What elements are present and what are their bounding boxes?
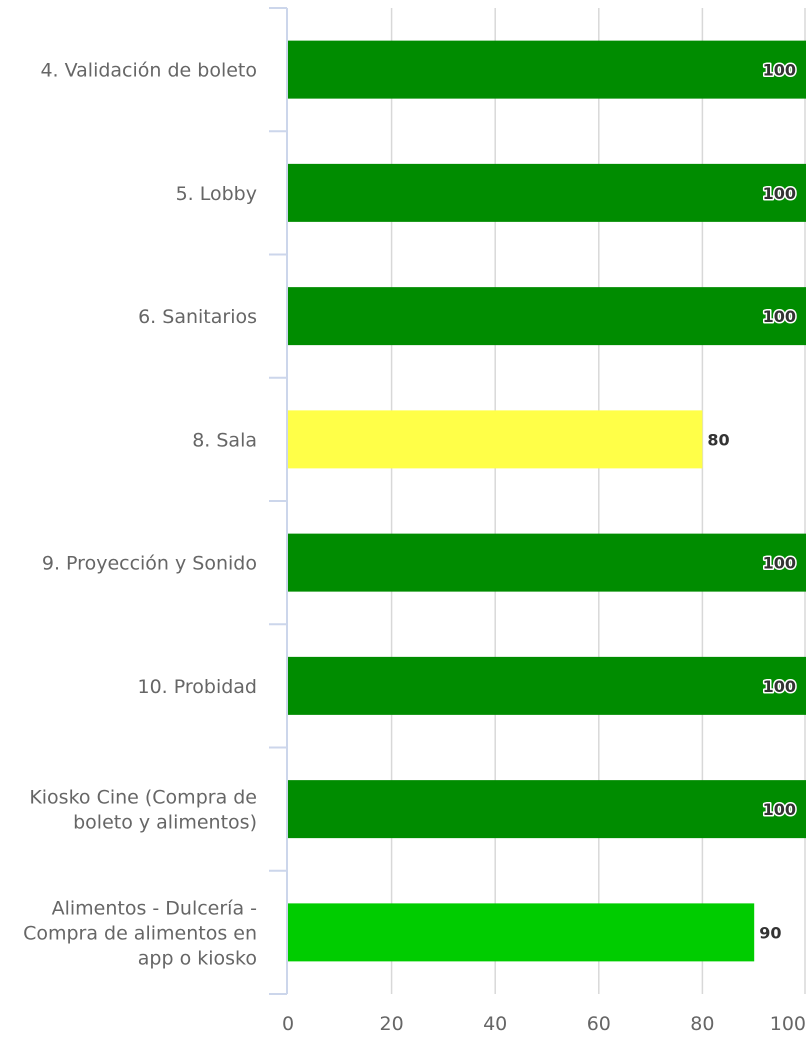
bar bbox=[288, 40, 806, 99]
data-labels: 100 100 100 80 100 100 100 90 bbox=[706, 59, 798, 944]
category-labels: 4. Validación de boleto 5. Lobby 6. Sanita… bbox=[23, 60, 257, 970]
category-label: 8. Sala bbox=[192, 429, 257, 451]
bar bbox=[288, 287, 806, 346]
bar bbox=[288, 533, 806, 592]
data-label: 100 bbox=[763, 307, 796, 326]
data-label: 100 bbox=[763, 61, 796, 80]
bar bbox=[288, 656, 806, 715]
category-label: 10. Probidad bbox=[137, 676, 257, 698]
x-tick-label: 80 bbox=[690, 1013, 714, 1035]
x-tick-label: 20 bbox=[380, 1013, 404, 1035]
data-label: 100 bbox=[763, 677, 796, 696]
category-label: 6. Sanitarios bbox=[138, 306, 257, 328]
category-label: Alimentos - Dulcería -Compra de alimento… bbox=[23, 897, 257, 969]
data-label: 100 bbox=[763, 800, 796, 819]
category-label: 9. Proyección y Sonido bbox=[42, 553, 257, 575]
bars bbox=[288, 40, 806, 962]
x-tick-label: 40 bbox=[483, 1013, 507, 1035]
category-label: 4. Validación de boleto bbox=[40, 60, 257, 82]
grid-lines bbox=[390, 8, 806, 994]
category-label: Kiosko Cine (Compra de boleto y alimentos… bbox=[29, 787, 257, 834]
bar bbox=[288, 163, 806, 222]
data-label: 100 bbox=[763, 554, 796, 573]
bar bbox=[288, 903, 755, 962]
x-tick-label: 60 bbox=[587, 1013, 611, 1035]
bar bbox=[288, 780, 806, 839]
bar bbox=[288, 410, 703, 469]
x-tick-label: 0 bbox=[282, 1013, 294, 1035]
data-label: 80 bbox=[707, 430, 729, 449]
category-axis bbox=[269, 7, 288, 995]
category-label: 5. Lobby bbox=[176, 183, 257, 205]
data-label: 100 bbox=[763, 184, 796, 203]
x-tick-labels: 0 20 40 60 80 100 bbox=[282, 1013, 806, 1035]
data-label: 90 bbox=[759, 923, 781, 942]
x-tick-label: 100 bbox=[770, 1013, 806, 1035]
